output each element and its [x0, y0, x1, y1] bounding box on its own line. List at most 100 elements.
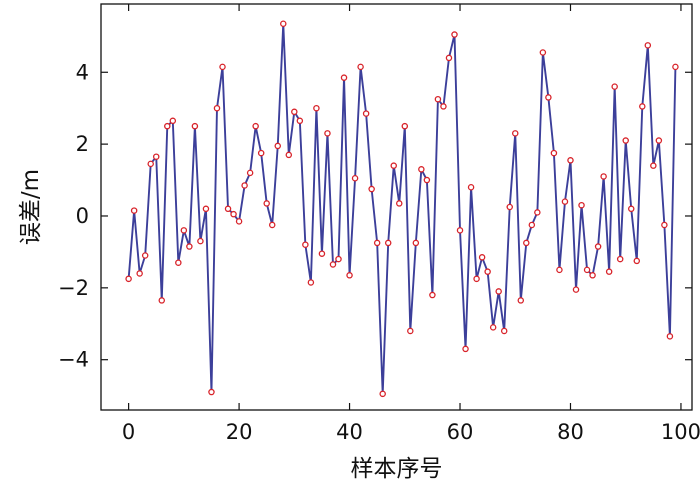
data-point	[445, 54, 453, 62]
data-point	[627, 205, 635, 213]
data-point	[324, 130, 331, 137]
data-point	[578, 201, 585, 209]
data-point	[556, 266, 563, 274]
x-tick-label: 80	[557, 420, 584, 444]
data-point	[368, 185, 375, 193]
data-point	[158, 297, 166, 304]
data-point	[429, 291, 436, 299]
data-point	[539, 49, 547, 56]
data-point	[412, 239, 420, 247]
data-point	[235, 218, 243, 225]
data-point	[219, 63, 226, 71]
data-point	[600, 173, 607, 180]
data-point	[605, 268, 613, 275]
tick-labels: 0 20 40 60 80 100 −4 −2 0 2 4	[58, 60, 700, 444]
data-point	[208, 388, 215, 396]
data-point	[246, 169, 254, 177]
x-tick-label: 100	[661, 420, 700, 444]
data-point	[340, 74, 348, 81]
y-axis-title: 误差/m	[18, 169, 44, 245]
plot-frame	[100, 3, 693, 411]
data-point	[384, 239, 392, 247]
data-point	[644, 42, 652, 49]
data-point	[512, 130, 519, 137]
data-point	[462, 345, 469, 353]
data-point	[230, 210, 237, 218]
x-tick-label: 40	[336, 420, 363, 444]
data-point	[136, 270, 143, 277]
data-point	[191, 122, 199, 130]
data-point	[633, 257, 641, 265]
data-point	[401, 122, 409, 130]
data-point	[141, 252, 149, 259]
data-point	[495, 288, 502, 295]
data-point	[329, 261, 337, 268]
data-point	[467, 183, 475, 191]
data-point	[302, 241, 309, 248]
data-point	[473, 275, 480, 283]
data-point	[263, 200, 270, 207]
data-point	[280, 20, 287, 28]
data-point	[379, 390, 386, 398]
data-point	[296, 117, 304, 125]
data-point	[407, 327, 414, 335]
data-point	[611, 83, 618, 90]
data-point	[175, 259, 182, 266]
y-tick-label: 2	[76, 132, 89, 156]
data-point	[567, 157, 574, 164]
data-point	[484, 268, 491, 275]
x-tick-label: 60	[447, 420, 474, 444]
data-point	[252, 122, 259, 130]
x-tick-label: 0	[122, 420, 135, 444]
data-point	[561, 198, 569, 205]
data-point	[274, 142, 281, 150]
data-point	[186, 243, 193, 250]
data-point	[456, 227, 464, 234]
data-point	[291, 108, 298, 116]
data-point	[489, 324, 497, 331]
data-point	[396, 200, 403, 207]
data-point	[639, 103, 646, 110]
data-point	[672, 63, 679, 71]
data-point	[500, 327, 508, 335]
data-point	[589, 272, 596, 279]
data-point	[650, 162, 657, 169]
data-point	[594, 243, 602, 250]
data-point	[197, 237, 204, 245]
data-markers	[125, 20, 679, 398]
y-tick-label: −4	[58, 348, 89, 372]
data-point	[655, 137, 663, 144]
data-point	[213, 104, 221, 112]
data-point	[550, 149, 558, 157]
data-point	[418, 166, 425, 173]
y-tick-label: 0	[76, 204, 89, 228]
data-point	[451, 31, 458, 38]
data-point	[373, 239, 381, 247]
data-point	[423, 176, 431, 184]
ticks	[101, 4, 692, 410]
y-tick-label: 4	[76, 60, 89, 84]
data-point	[351, 175, 359, 182]
data-point	[478, 254, 486, 261]
x-tick-label: 20	[226, 420, 253, 444]
data-point	[616, 255, 624, 263]
data-point	[506, 203, 513, 211]
data-point	[257, 149, 265, 157]
data-point	[622, 137, 629, 144]
x-axis-title: 样本序号	[351, 456, 443, 482]
y-tick-label: −2	[58, 276, 89, 300]
data-point	[523, 239, 530, 247]
data-point	[130, 207, 138, 214]
axes	[100, 3, 693, 411]
data-point	[152, 153, 160, 160]
data-point	[362, 110, 370, 117]
data-point	[357, 63, 364, 71]
data-point	[125, 275, 132, 283]
data-point	[434, 95, 442, 103]
data-point	[335, 255, 342, 263]
data-point	[224, 205, 232, 213]
data-point	[164, 122, 171, 130]
data-point	[534, 209, 541, 216]
